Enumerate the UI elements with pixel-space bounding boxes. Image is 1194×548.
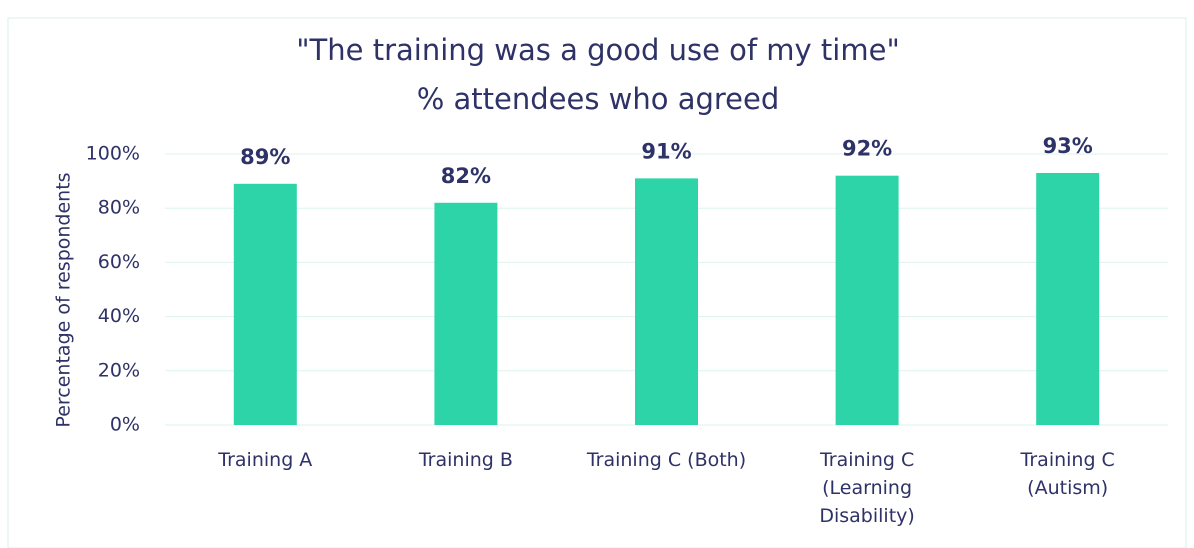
y-tick-label: 60% xyxy=(98,251,140,273)
data-label: 92% xyxy=(842,137,892,161)
bar xyxy=(1036,172,1100,425)
y-tick-label: 20% xyxy=(98,359,140,381)
y-tick-label: 0% xyxy=(110,414,140,436)
frame xyxy=(7,17,1187,548)
data-label: 91% xyxy=(641,139,691,163)
data-label: 93% xyxy=(1043,134,1093,158)
y-axis-label: Percentage of respondents xyxy=(53,172,75,427)
x-tick-label: Training C (Learning Disability) xyxy=(819,449,915,527)
x-tick-label: Training C (Autism) xyxy=(1020,449,1115,499)
bar xyxy=(434,202,498,425)
x-tick-label: Training C (Both) xyxy=(586,449,747,471)
bar xyxy=(835,175,899,425)
x-tick-label: Training A xyxy=(218,449,313,471)
y-tick-label: 80% xyxy=(98,197,140,219)
chart-subtitle: % attendees who agreed xyxy=(417,82,780,116)
data-label: 89% xyxy=(240,145,290,169)
chart-title: "The training was a good use of my time" xyxy=(296,33,900,67)
bar xyxy=(635,178,698,425)
x-tick-label: Training B xyxy=(418,449,513,471)
y-tick-label: 100% xyxy=(86,143,140,165)
bar xyxy=(233,183,297,425)
y-tick-label: 40% xyxy=(98,305,140,327)
data-label: 82% xyxy=(441,164,491,188)
